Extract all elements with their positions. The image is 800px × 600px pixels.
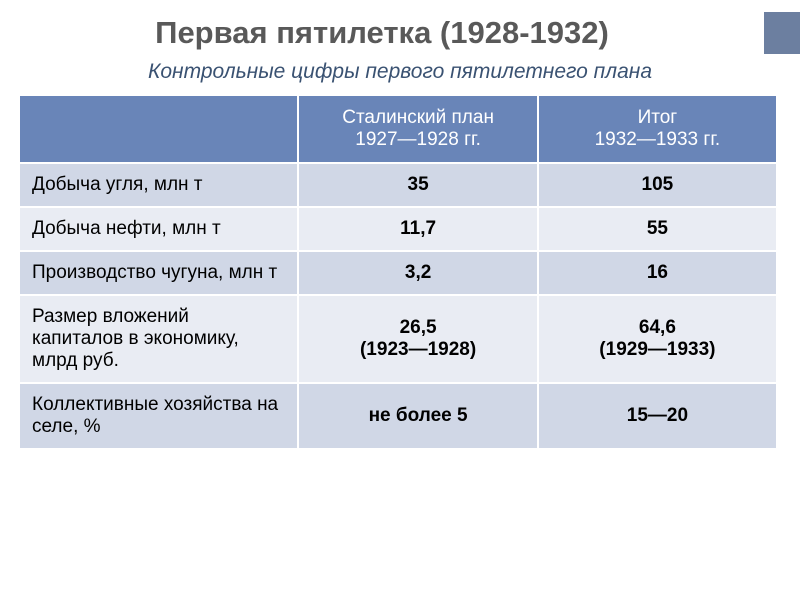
- header-plan-line1: Сталинский план: [342, 107, 494, 128]
- table-row: Добыча нефти, млн т 11,7 55: [19, 207, 777, 251]
- data-table: Сталинский план 1927—1928 гг. Итог 1932—…: [18, 94, 778, 450]
- header-result-line2: 1932—1933 гг.: [595, 129, 721, 150]
- table-header-row: Сталинский план 1927—1928 гг. Итог 1932—…: [19, 95, 777, 163]
- row-result-sub: (1929—1933): [551, 339, 764, 361]
- title-row: Первая пятилетка (1928-1932): [0, 0, 800, 60]
- row-plan: 11,7: [298, 207, 537, 251]
- row-result: 64,6 (1929—1933): [538, 295, 777, 383]
- row-label: Добыча угля, млн т: [19, 163, 298, 207]
- table-header-result: Итог 1932—1933 гг.: [538, 95, 777, 163]
- row-plan: 3,2: [298, 251, 537, 295]
- table-header-blank: [19, 95, 298, 163]
- page-title: Первая пятилетка (1928-1932): [0, 15, 764, 51]
- row-result: 105: [538, 163, 777, 207]
- table-header-plan: Сталинский план 1927—1928 гг.: [298, 95, 537, 163]
- page-subtitle: Контрольные цифры первого пятилетнего пл…: [0, 60, 800, 84]
- row-plan: 26,5 (1923—1928): [298, 295, 537, 383]
- header-plan-line2: 1927—1928 гг.: [355, 129, 481, 150]
- row-plan-val: 26,5: [311, 317, 524, 339]
- table-row: Коллективные хозяйства на селе, % не бол…: [19, 383, 777, 449]
- row-label: Добыча нефти, млн т: [19, 207, 298, 251]
- row-label: Производство чугуна, млн т: [19, 251, 298, 295]
- table-row: Производство чугуна, млн т 3,2 16: [19, 251, 777, 295]
- row-result: 55: [538, 207, 777, 251]
- row-label: Размер вложений капиталов в экономику, м…: [19, 295, 298, 383]
- table-row: Добыча угля, млн т 35 105: [19, 163, 777, 207]
- row-result: 16: [538, 251, 777, 295]
- table-row: Размер вложений капиталов в экономику, м…: [19, 295, 777, 383]
- accent-block: [764, 12, 800, 54]
- row-plan-sub: (1923—1928): [311, 339, 524, 361]
- row-plan: 35: [298, 163, 537, 207]
- row-plan: не более 5: [298, 383, 537, 449]
- row-result: 15—20: [538, 383, 777, 449]
- row-label: Коллективные хозяйства на селе, %: [19, 383, 298, 449]
- header-result-line1: Итог: [638, 107, 678, 128]
- row-result-val: 64,6: [551, 317, 764, 339]
